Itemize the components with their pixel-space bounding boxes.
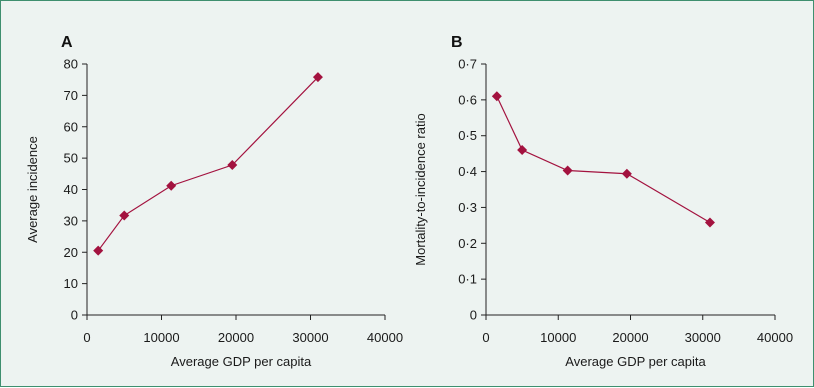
y-tick-label: 10: [64, 276, 78, 291]
y-tick-label: 0·4: [458, 164, 477, 179]
data-point-marker: [166, 180, 177, 191]
y-tick-label: 0·2: [458, 236, 477, 251]
x-tick-label: 30000: [685, 330, 721, 345]
y-tick-label: 20: [64, 245, 78, 260]
series-line: [97, 76, 319, 252]
y-tick-label: 40: [64, 182, 78, 197]
data-point-marker: [312, 72, 323, 83]
y-tick-label: 70: [64, 88, 78, 103]
x-tick-label: 20000: [612, 330, 648, 345]
y-tick-label: 30: [64, 213, 78, 228]
x-tick-label: 10000: [540, 330, 576, 345]
y-tick-label: 0·5: [458, 128, 477, 143]
data-point-marker: [517, 145, 528, 156]
data-point-marker: [227, 160, 238, 171]
y-axis-label: Average incidence: [25, 136, 40, 243]
y-tick-label: 0: [470, 308, 477, 323]
y-axis-label: Mortality-to-incidence ratio: [413, 113, 428, 265]
x-tick-label: 30000: [292, 330, 328, 345]
x-tick-label: 10000: [143, 330, 179, 345]
y-tick-label: 0: [71, 308, 78, 323]
data-point-marker: [562, 165, 573, 176]
panel-letter: B: [451, 34, 463, 51]
panel-a: A 0 10 20 30 40 50 60 70 80 0 10000 20000 30000 40000 A…: [25, 34, 403, 369]
data-point-marker: [704, 217, 715, 228]
x-tick-label: 40000: [757, 330, 793, 345]
x-tick-label: 0: [83, 330, 90, 345]
data-point-marker: [119, 210, 130, 221]
x-tick-label: 0: [482, 330, 489, 345]
y-tick-label: 0·6: [458, 92, 477, 107]
panel-b: B 0 0·1 0·2 0·3 0·4 0·5 0·6 0·7 0 10000 20000 30000 4…: [413, 34, 793, 369]
x-tick-label: 40000: [367, 330, 403, 345]
x-axis-label: Average GDP per capita: [565, 354, 706, 369]
x-axis-label: Average GDP per capita: [171, 354, 312, 369]
panel-letter: A: [61, 34, 73, 51]
y-tick-label: 50: [64, 151, 78, 166]
y-tick-label: 60: [64, 119, 78, 134]
data-point-marker: [491, 91, 502, 102]
x-tick-label: 20000: [218, 330, 254, 345]
data-point-marker: [621, 168, 632, 179]
y-tick-label: 0·7: [458, 57, 477, 72]
data-point-marker: [93, 245, 104, 256]
y-tick-label: 0·1: [458, 272, 477, 287]
y-tick-label: 0·3: [458, 200, 477, 215]
series-line: [496, 96, 711, 224]
y-tick-label: 80: [64, 57, 78, 72]
